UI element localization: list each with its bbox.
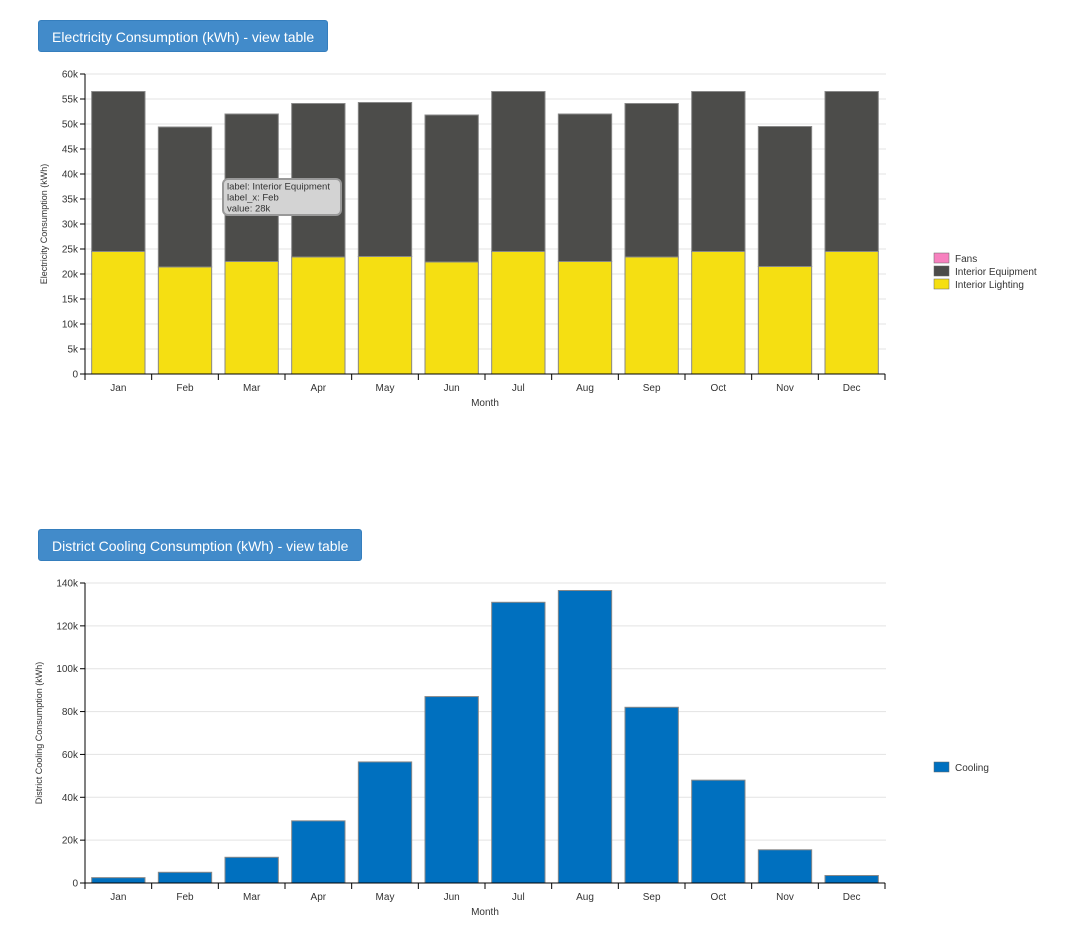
electricity-view-table-button[interactable]: Electricity Consumption (kWh) - view tab… [38, 20, 329, 52]
bar-interior-equipment-dec[interactable] [824, 91, 879, 252]
y-tick-label: 10k [62, 320, 79, 331]
y-tick-label: 40k [62, 170, 79, 181]
y-tick-label: 120k [56, 621, 79, 632]
x-tick-label: Dec [843, 383, 861, 394]
bar-cooling-mar[interactable] [224, 856, 279, 884]
x-tick-label: Sep [643, 383, 661, 394]
bar-interior-lighting-aug[interactable] [557, 261, 613, 375]
bar-cooling-nov[interactable] [757, 849, 813, 884]
legend-label-interior-equipment: Interior Equipment [955, 267, 1037, 278]
y-tick-label: 0 [72, 370, 78, 381]
electricity-chart: 0 5k 10k 15k 20k 25k 30k 35k 40k 45k 50k 55k 60k Jan F… [39, 70, 1037, 410]
x-tick-label: Mar [243, 892, 261, 903]
bar-interior-lighting-mar[interactable] [224, 261, 279, 375]
bar-interior-equipment-oct[interactable] [691, 91, 746, 252]
x-tick-label: Nov [776, 892, 794, 903]
y-tick-label: 0 [72, 879, 78, 890]
x-tick-label: Jul [512, 892, 525, 903]
bar-cooling-jul[interactable] [491, 601, 546, 884]
tooltip-label-x: label_x: Feb [227, 193, 279, 204]
x-tick-label: Jun [444, 892, 460, 903]
tooltip-value: value: 28k [227, 204, 271, 215]
y-tick-label: 80k [62, 707, 79, 718]
legend-swatch-cooling [933, 761, 950, 773]
x-tick-label: Aug [576, 383, 594, 394]
bar-interior-equipment-feb[interactable] [157, 126, 213, 268]
x-tick-label: Feb [176, 383, 194, 394]
cooling-view-table-button[interactable]: District Cooling Consumption (kWh) - vie… [38, 529, 363, 561]
y-tick-label: 60k [62, 70, 79, 81]
x-tick-label: Aug [576, 892, 594, 903]
y-tick-label: 100k [56, 664, 79, 675]
y-axis-title: District Cooling Consumption (kWh) [34, 662, 44, 805]
x-tick-label: Apr [311, 383, 327, 394]
y-tick-label: 140k [56, 579, 79, 590]
bar-interior-equipment-sep[interactable] [624, 103, 679, 258]
legend-label-cooling: Cooling [955, 763, 989, 774]
x-tick-label: May [376, 892, 395, 903]
x-tick-label: Sep [643, 892, 661, 903]
bar-cooling-dec[interactable] [824, 875, 879, 884]
x-tick-label: Jun [444, 383, 460, 394]
bar-cooling-may[interactable] [357, 761, 413, 884]
bar-interior-equipment-jan[interactable] [91, 91, 146, 252]
bar-interior-lighting-oct[interactable] [691, 251, 746, 375]
y-tick-label: 20k [62, 836, 79, 847]
bar-interior-lighting-jun[interactable] [424, 261, 479, 375]
y-tick-label: 35k [62, 195, 79, 206]
y-tick-label: 25k [62, 245, 79, 256]
legend-swatch-interior-equipment [933, 265, 950, 277]
bar-cooling-jan[interactable] [91, 877, 146, 884]
bar-interior-equipment-jul[interactable] [491, 91, 546, 252]
bar-cooling-apr[interactable] [291, 820, 346, 884]
bar-interior-equipment-aug[interactable] [557, 113, 613, 262]
bar-cooling-oct[interactable] [691, 779, 746, 884]
y-tick-label: 45k [62, 145, 79, 156]
tooltip-label: label: Interior Equipment [227, 182, 330, 193]
x-tick-label: Oct [711, 383, 727, 394]
x-tick-label: Dec [843, 892, 861, 903]
bar-interior-lighting-jan[interactable] [91, 251, 146, 375]
bar-interior-equipment-nov[interactable] [757, 126, 813, 267]
y-tick-label: 60k [62, 750, 79, 761]
bar-interior-lighting-sep[interactable] [624, 256, 679, 375]
tooltip-box [222, 178, 342, 216]
x-axis-title: Month [471, 907, 499, 918]
bar-cooling-aug[interactable] [557, 590, 613, 884]
bar-interior-lighting-may[interactable] [357, 256, 413, 375]
x-tick-label: Jan [110, 383, 126, 394]
y-tick-label: 40k [62, 793, 79, 804]
y-tick-label: 50k [62, 120, 79, 131]
x-tick-label: May [376, 383, 395, 394]
x-tick-label: Jan [110, 892, 126, 903]
bar-interior-lighting-apr[interactable] [291, 256, 346, 375]
legend-label-interior-lighting: Interior Lighting [955, 280, 1024, 291]
bar-interior-lighting-jul[interactable] [491, 251, 546, 375]
y-tick-label: 5k [67, 345, 79, 356]
x-tick-label: Nov [776, 383, 794, 394]
x-tick-label: Apr [311, 892, 327, 903]
bar-interior-equipment-jun[interactable] [424, 114, 479, 263]
y-tick-label: 30k [62, 220, 79, 231]
x-tick-label: Oct [711, 892, 727, 903]
legend-swatch-fans [933, 252, 950, 264]
x-tick-label: Mar [243, 383, 261, 394]
legend-label-fans: Fans [955, 254, 977, 265]
x-tick-label: Jul [512, 383, 525, 394]
y-axis-title: Electricity Consumption (kWh) [39, 164, 49, 285]
y-tick-label: 55k [62, 95, 79, 106]
y-tick-label: 15k [62, 295, 79, 306]
bar-interior-lighting-dec[interactable] [824, 251, 879, 375]
bar-interior-equipment-may[interactable] [357, 102, 413, 257]
y-tick-label: 20k [62, 270, 79, 281]
bar-cooling-feb[interactable] [157, 871, 213, 884]
bar-cooling-jun[interactable] [424, 696, 479, 884]
legend-swatch-interior-lighting [933, 278, 950, 290]
bar-cooling-sep[interactable] [624, 706, 679, 884]
x-tick-label: Feb [176, 892, 194, 903]
x-axis-title: Month [471, 398, 499, 409]
